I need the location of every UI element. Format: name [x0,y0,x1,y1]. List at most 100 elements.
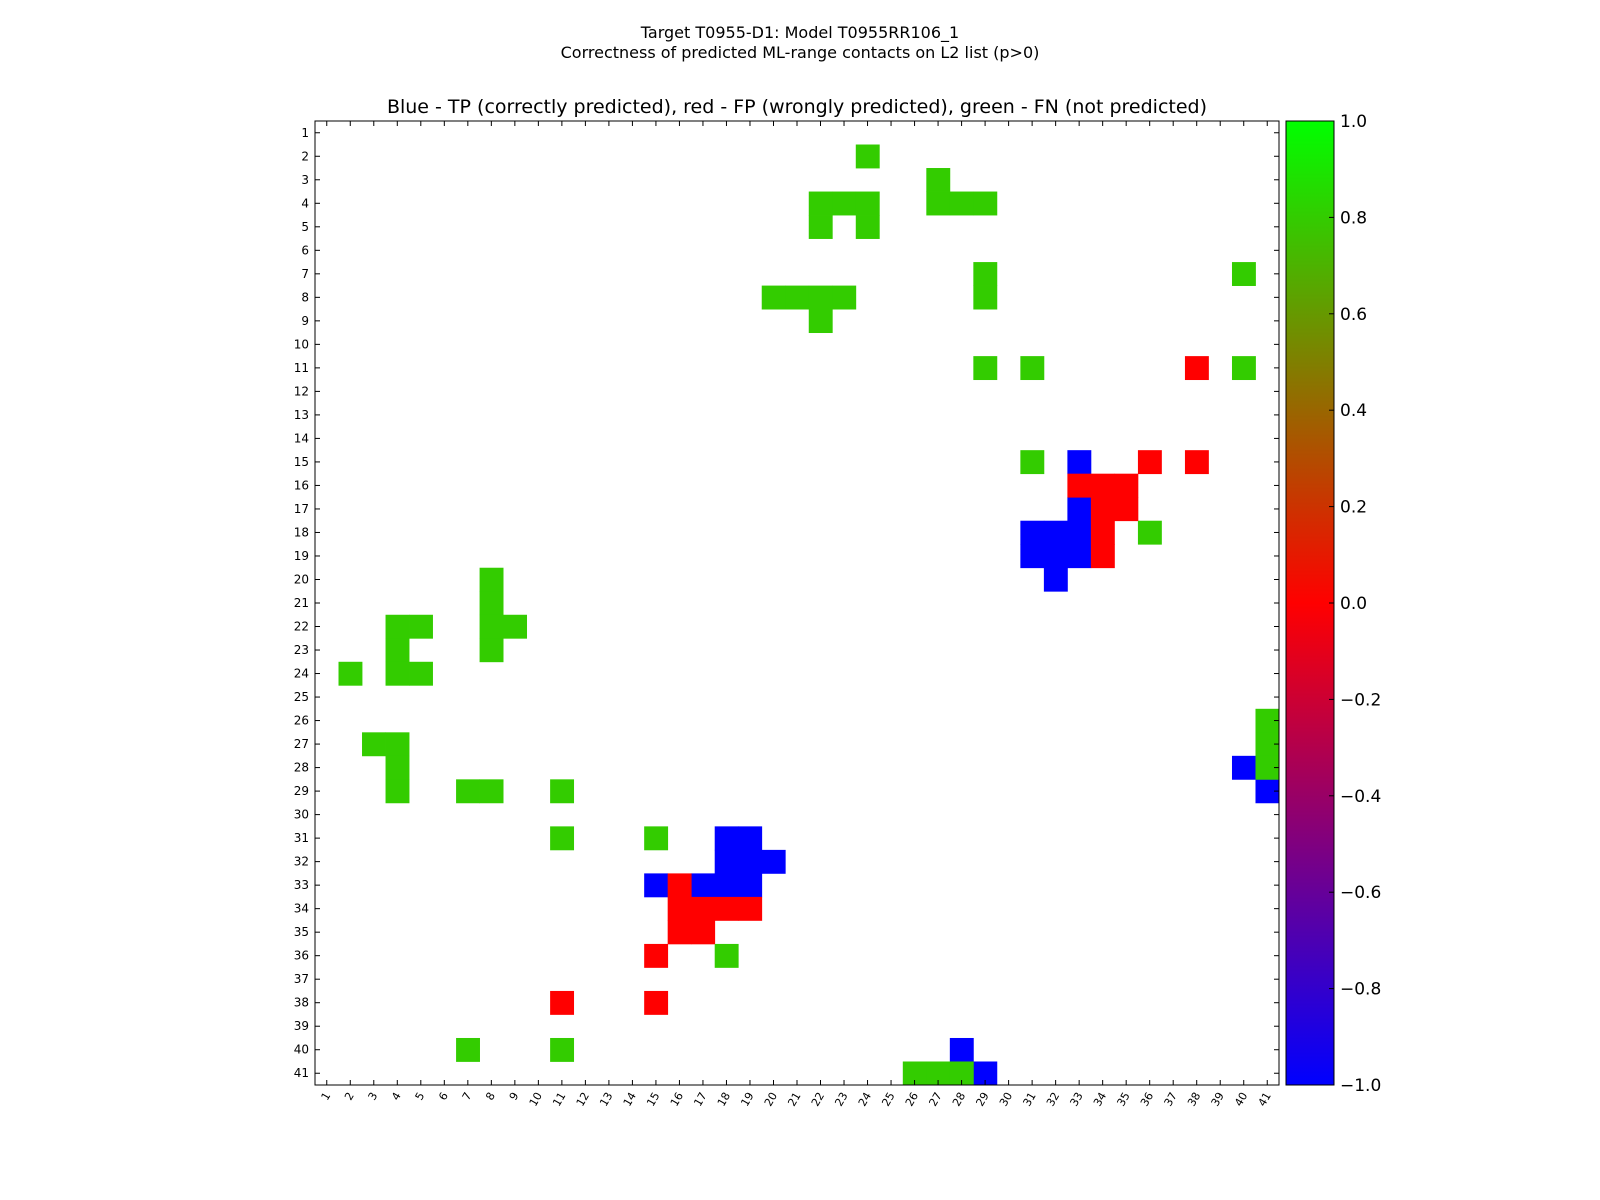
y-tick-label: 8 [301,290,309,304]
cell-fp [1067,473,1092,498]
x-tick-label: 18 [715,1090,733,1109]
chart-suptitle-line1: Target T0955-D1: Model T0955RR106_1 [640,23,959,43]
cell-fn [456,779,480,804]
heatmap-cells [338,144,1280,1086]
cell-tp [1043,567,1068,592]
cell-fp [644,943,669,968]
y-tick-label: 30 [294,808,309,822]
x-tick-label: 11 [550,1090,568,1109]
colorbar [1285,120,1335,1086]
cell-tp [1067,497,1092,522]
x-tick-label: 34 [1091,1090,1109,1109]
cell-fp [1090,544,1115,569]
y-tick-label: 25 [294,690,309,704]
x-tick-label: 8 [483,1090,498,1103]
x-tick-label: 10 [527,1090,545,1109]
cell-fn [550,826,575,851]
colorbar-tick-label: −0.8 [1340,980,1381,1000]
cell-fn [1231,262,1256,286]
y-tick-label: 20 [294,572,309,586]
cell-tp [1067,520,1092,545]
cell-fn [1137,520,1162,545]
cell-fp [644,990,669,1015]
cell-fn [479,779,504,804]
cell-fn [385,638,410,663]
cell-tp [1043,520,1068,545]
y-tick-label: 27 [294,737,309,751]
cell-tp [691,873,716,898]
cell-fn [973,356,998,381]
x-tick-label: 25 [879,1090,897,1109]
cell-fn [479,614,504,639]
y-tick-label: 18 [294,525,309,539]
cell-fp [667,920,692,945]
cell-fn [973,191,998,216]
cell-fn [1020,450,1045,475]
x-tick-label: 22 [809,1090,827,1109]
cell-fp [691,920,716,945]
cell-fn [973,262,998,286]
y-tick-label: 7 [301,267,309,281]
cell-fn [949,191,974,216]
y-tick-label: 9 [301,314,309,328]
x-tick-label: 24 [856,1090,874,1109]
cell-fn [855,215,880,239]
cell-fn [409,614,433,639]
colorbar-tick-label: 0.4 [1340,401,1367,421]
x-tick-label: 1 [319,1090,334,1103]
y-tick-label: 14 [294,431,309,445]
cell-fn [550,779,575,804]
cell-fn [832,285,857,310]
y-tick-label: 3 [301,173,309,187]
cell-fn [385,732,410,757]
cell-fn [456,1037,480,1062]
x-tick-label: 40 [1232,1090,1250,1109]
y-tick-label: 16 [294,478,309,492]
cell-fp [1090,520,1115,545]
x-tick-label: 12 [574,1090,592,1109]
cell-fn [926,168,951,192]
cell-fn [855,191,880,216]
x-tick-label: 33 [1067,1090,1085,1109]
cell-fn [385,614,410,639]
cell-fn [1255,708,1280,733]
colorbar-tick-label: −1.0 [1340,1076,1381,1096]
cell-fp [667,873,692,898]
x-tick-label: 17 [691,1090,709,1109]
cell-fn [902,1061,927,1086]
x-tick-label: 32 [1044,1090,1062,1109]
y-tick-label: 11 [294,361,309,375]
x-tick-label: 2 [342,1090,357,1103]
x-tick-label: 14 [621,1090,639,1109]
colorbar-tick-label: 1.0 [1340,112,1367,132]
cell-fn [855,144,880,169]
x-tick-label: 6 [436,1090,451,1103]
x-tick-label: 27 [926,1090,944,1109]
chart-title: Blue - TP (correctly predicted), red - F… [387,96,1207,118]
cell-fp [691,896,716,921]
x-tick-label: 38 [1185,1090,1203,1109]
cell-tp [644,873,669,898]
y-tick-label: 13 [294,408,309,422]
cell-fn [808,309,833,334]
colorbar-ticks: 1.0 0.8 0.6 0.4 0.2 0.0 −0.2 −0.4 −0.6 −0.8 −1.0 [1329,112,1381,1096]
cell-fn [926,1061,951,1086]
colorbar-tick-label: 0.0 [1340,594,1367,614]
cell-fp [1114,497,1139,522]
cell-fp [714,896,739,921]
x-tick-label: 5 [413,1090,428,1103]
cell-tp [973,1061,998,1086]
y-tick-label: 15 [294,455,309,469]
cell-tp [1067,544,1092,569]
y-tick-label: 28 [294,761,309,775]
cell-fn [1231,356,1256,381]
x-tick-label: 13 [597,1090,615,1109]
cell-fp [1184,450,1209,475]
y-tick-label: 5 [301,220,309,234]
cell-tp [761,849,786,874]
x-tick-label: 31 [1020,1090,1038,1109]
cell-tp [1231,755,1256,780]
x-tick-label: 16 [668,1090,686,1109]
y-tick-label: 19 [294,549,309,563]
cell-tp [714,849,739,874]
